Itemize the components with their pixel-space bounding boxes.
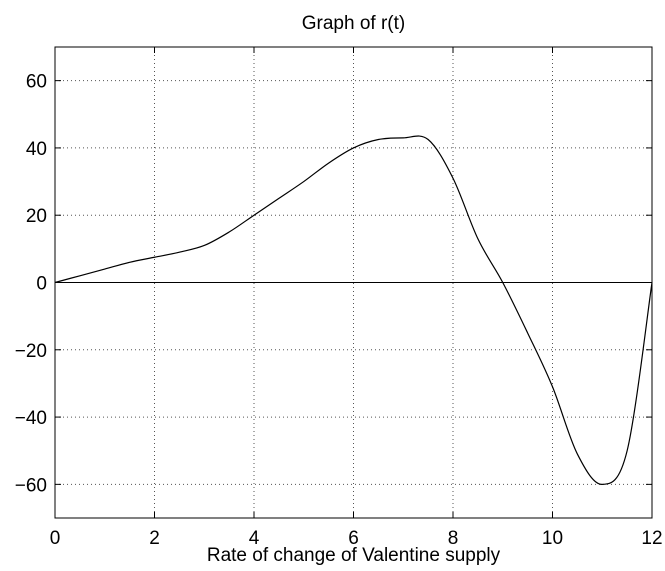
- x-tick-label: 6: [348, 528, 359, 549]
- x-tick-label: 12: [641, 528, 662, 549]
- y-tick-label: −20: [15, 341, 47, 362]
- x-tick-label: 4: [249, 528, 260, 549]
- y-tick-label: 20: [26, 206, 47, 227]
- y-tick-labels: 60 40 20 0 −20 −40 −60: [15, 72, 47, 497]
- y-tick-label: 60: [26, 72, 47, 93]
- grid-lines: [55, 47, 652, 518]
- x-tick-labels: 0 2 4 6 8 10 12: [50, 528, 663, 549]
- y-tick-label: 0: [36, 274, 47, 295]
- x-tick-label: 8: [448, 528, 459, 549]
- x-tick-label: 2: [149, 528, 160, 549]
- axis-ticks: [54, 47, 653, 518]
- y-tick-label: −40: [15, 408, 47, 429]
- chart-title: Graph of r(t): [302, 13, 405, 34]
- series-lines: [54, 135, 653, 485]
- y-tick-label: 40: [26, 139, 47, 160]
- x-tick-label: 10: [542, 528, 563, 549]
- x-axis-label: Rate of change of Valentine supply: [207, 545, 501, 566]
- series-line: [54, 135, 653, 485]
- x-tick-label: 0: [50, 528, 61, 549]
- y-tick-label: −60: [15, 475, 47, 496]
